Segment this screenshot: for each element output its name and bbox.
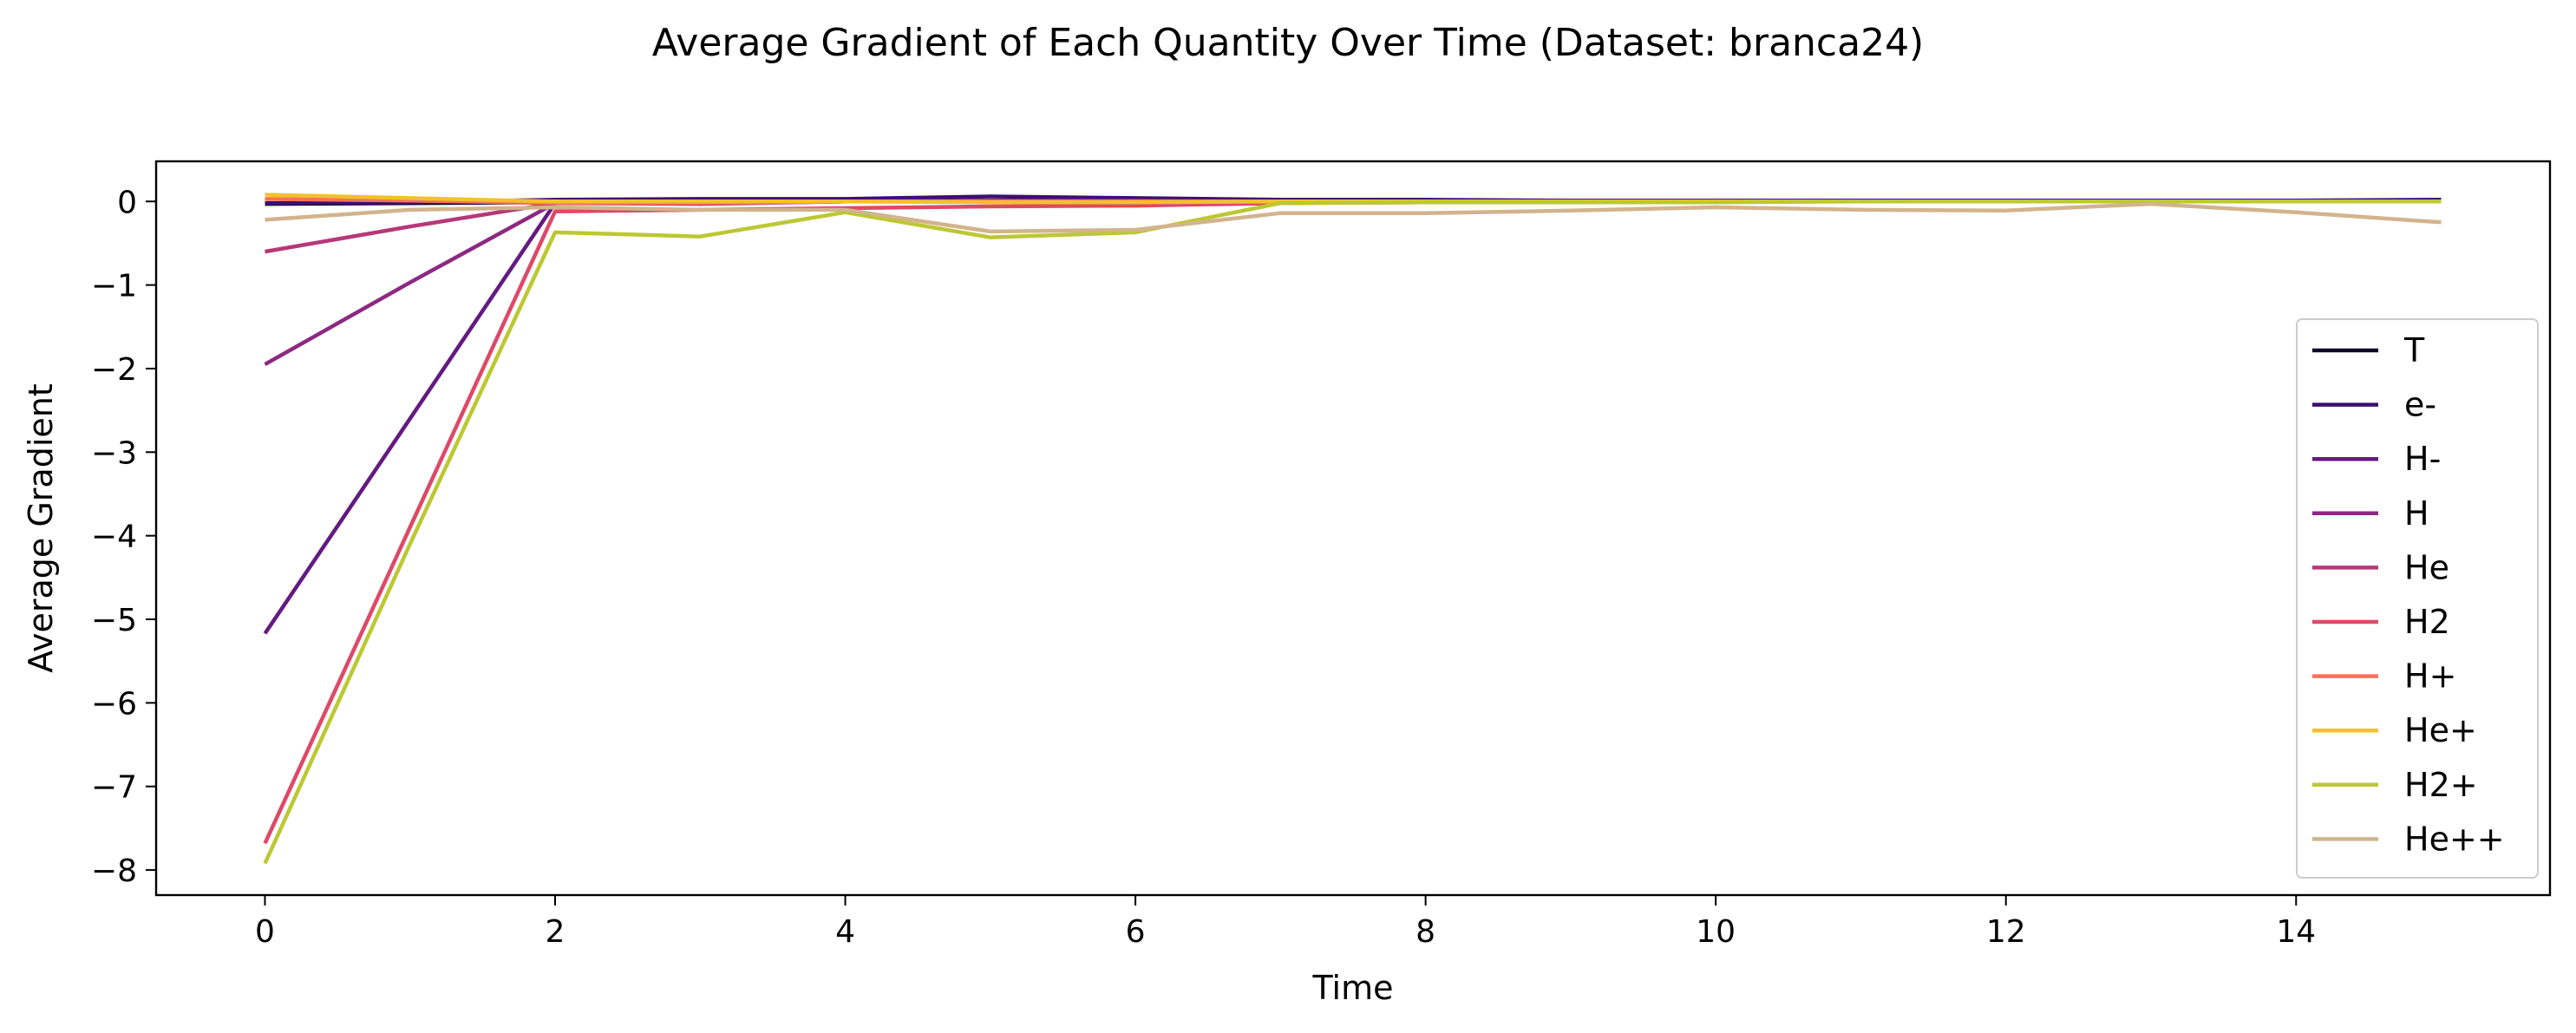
plot-frame xyxy=(154,160,2552,897)
legend-label: T xyxy=(2403,331,2425,369)
y-tick-label: −4 xyxy=(91,520,137,555)
x-tick-label: 2 xyxy=(546,914,566,950)
x-tick-label: 6 xyxy=(1126,914,1146,950)
y-tick-label: −3 xyxy=(91,435,137,471)
legend-label: H- xyxy=(2404,440,2441,478)
legend-label: He+ xyxy=(2404,711,2477,749)
legend-label: H2 xyxy=(2404,603,2450,641)
plot-area xyxy=(263,193,2442,865)
y-tick-label: −8 xyxy=(91,853,137,889)
y-axis: 0 −1 −2 −3 −4 −5 −6 −7 −8 xyxy=(91,185,156,889)
legend-label: H2+ xyxy=(2404,766,2478,804)
legend-label: e- xyxy=(2404,386,2436,424)
y-tick-label: −7 xyxy=(91,770,137,806)
x-tick-label: 12 xyxy=(1986,914,2026,950)
x-tick-label: 14 xyxy=(2276,914,2316,950)
x-tick-label: 0 xyxy=(255,914,275,950)
legend-label: H+ xyxy=(2404,657,2456,696)
series-line-heplusplus xyxy=(265,201,2442,234)
series-line-hminus xyxy=(263,199,2442,635)
x-tick-label: 4 xyxy=(835,914,855,950)
x-tick-label: 8 xyxy=(1415,914,1435,950)
chart-title: Average Gradient of Each Quantity Over T… xyxy=(652,21,1924,65)
series-line-h2plus xyxy=(263,199,2442,865)
legend-label: He xyxy=(2404,548,2449,586)
y-tick-label: −2 xyxy=(91,352,137,388)
series-line-h2 xyxy=(263,199,2442,845)
y-tick-label: −6 xyxy=(91,686,137,722)
x-axis: 0 2 4 6 8 10 12 14 xyxy=(255,895,2316,950)
y-tick-label: 0 xyxy=(117,185,137,220)
legend: Te- H- H He H2 H+ He+ H2+ He++ xyxy=(2296,318,2539,879)
y-tick-label: −5 xyxy=(91,603,137,638)
x-axis-label: Time xyxy=(1312,969,1394,1007)
legend-label: He++ xyxy=(2404,820,2505,858)
y-tick-label: −1 xyxy=(91,269,137,304)
legend-label: H xyxy=(2404,494,2429,533)
y-axis-label: Average Gradient xyxy=(22,383,60,673)
x-tick-label: 10 xyxy=(1696,914,1736,950)
series-line-h xyxy=(264,199,2442,367)
